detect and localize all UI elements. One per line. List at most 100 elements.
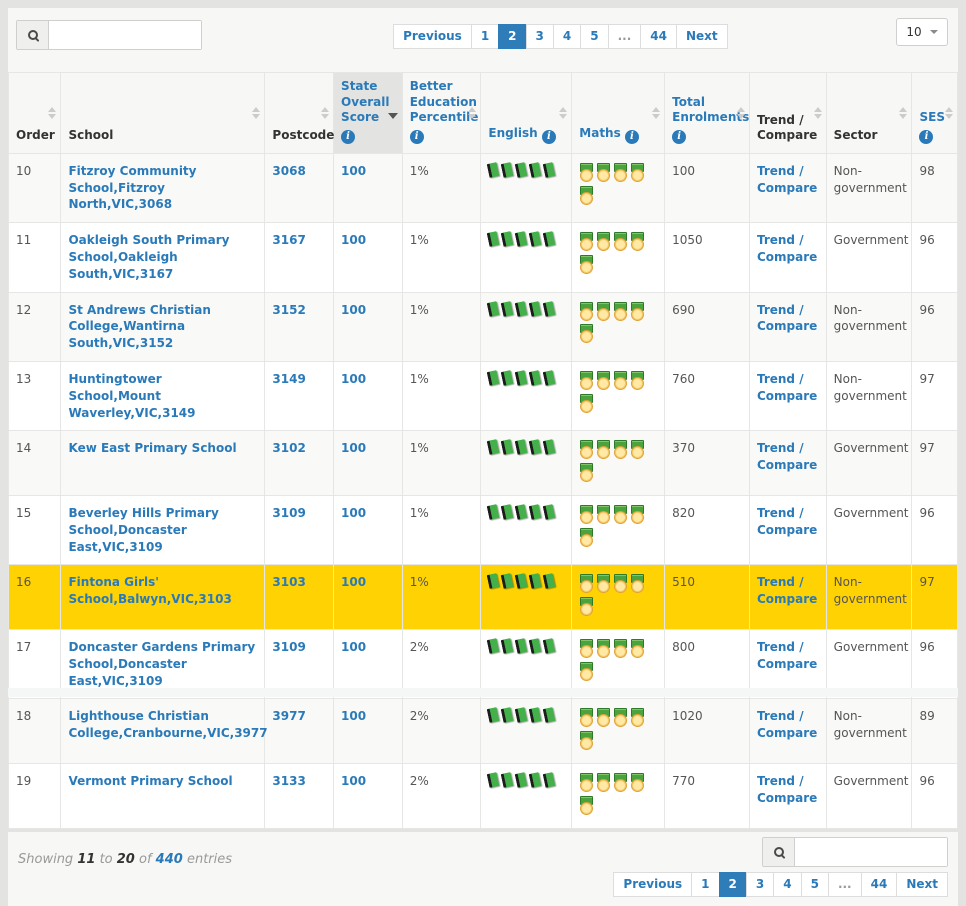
book-icon	[529, 370, 542, 386]
postcode-link[interactable]: 3109	[272, 640, 305, 654]
school-link[interactable]: Doncaster Gardens Primary School,Doncast…	[68, 640, 255, 688]
info-icon[interactable]: i	[542, 130, 556, 144]
score-link[interactable]: 100	[341, 640, 366, 654]
column-header-english[interactable]: English i	[481, 73, 572, 154]
school-link[interactable]: Beverley Hills Primary School,Doncaster …	[68, 506, 218, 554]
school-link[interactable]: St Andrews Christian College,Wantirna So…	[68, 303, 210, 351]
sector-cell: Non-government	[826, 292, 912, 361]
score-link[interactable]: 100	[341, 372, 366, 386]
page-button-[interactable]: ...	[828, 872, 862, 897]
school-link[interactable]: Oakleigh South Primary School,Oakleigh S…	[68, 233, 229, 281]
page-size-select[interactable]: 10	[896, 18, 948, 46]
score-link[interactable]: 100	[341, 774, 366, 788]
column-header-trend-compare[interactable]: Trend / Compare	[749, 73, 826, 154]
column-header-order[interactable]: Order	[9, 73, 61, 154]
sort-icon[interactable]	[252, 107, 260, 119]
postcode-link[interactable]: 3109	[272, 506, 305, 520]
page-button-44[interactable]: 44	[640, 24, 677, 49]
school-link[interactable]: Huntingtower School,Mount Waverley,VIC,3…	[68, 372, 195, 420]
column-header-state-overall-score[interactable]: State Overall Scorei	[334, 73, 403, 154]
page-button-next[interactable]: Next	[676, 24, 728, 49]
score-link[interactable]: 100	[341, 441, 366, 455]
page-button-44[interactable]: 44	[861, 872, 898, 897]
column-header-ses[interactable]: SESi	[912, 73, 958, 154]
school-ranking-table-widget: 10 Previous12345...44Next OrderSchoolPos…	[8, 8, 958, 906]
trend-compare-link[interactable]: Trend / Compare	[757, 709, 817, 740]
sort-icon[interactable]	[814, 107, 822, 119]
info-icon[interactable]: i	[341, 130, 355, 144]
column-header-maths[interactable]: Maths i	[572, 73, 665, 154]
sort-icon[interactable]	[321, 107, 329, 119]
score-link[interactable]: 100	[341, 233, 366, 247]
trend-compare-link[interactable]: Trend / Compare	[757, 774, 817, 805]
trend-compare-link[interactable]: Trend / Compare	[757, 506, 817, 537]
page-button-previous[interactable]: Previous	[393, 24, 472, 49]
page-button-2[interactable]: 2	[498, 24, 526, 49]
info-icon[interactable]: i	[919, 130, 933, 144]
page-button-1[interactable]: 1	[471, 24, 499, 49]
info-icon[interactable]: i	[672, 130, 686, 144]
column-header-sector[interactable]: Sector	[826, 73, 912, 154]
trend-compare-link[interactable]: Trend / Compare	[757, 164, 817, 195]
postcode-link[interactable]: 3167	[272, 233, 305, 247]
page-button-3[interactable]: 3	[746, 872, 774, 897]
sort-icon[interactable]	[559, 107, 567, 119]
score-link[interactable]: 100	[341, 303, 366, 317]
sort-icon[interactable]	[48, 107, 56, 119]
book-icon	[487, 772, 500, 788]
sector-cell: Government	[826, 495, 912, 564]
bottom-search-input[interactable]	[795, 838, 947, 866]
column-header-better-education-percentile[interactable]: Better Education Percentilei	[402, 73, 481, 154]
page-button-4[interactable]: 4	[553, 24, 581, 49]
page-button-3[interactable]: 3	[526, 24, 554, 49]
score-link[interactable]: 100	[341, 709, 366, 723]
info-icon[interactable]: i	[625, 130, 639, 144]
page-button-1[interactable]: 1	[691, 872, 719, 897]
school-link[interactable]: Lighthouse Christian College,Cranbourne,…	[68, 709, 267, 740]
maths-rating-cell	[572, 763, 665, 828]
page-button-[interactable]: ...	[608, 24, 642, 49]
sort-icon[interactable]	[899, 107, 907, 119]
postcode-link[interactable]: 3977	[272, 709, 305, 723]
postcode-link[interactable]: 3102	[272, 441, 305, 455]
school-link[interactable]: Kew East Primary School	[68, 441, 236, 455]
sort-icon[interactable]	[468, 107, 476, 119]
column-header-postcode[interactable]: Postcode	[265, 73, 334, 154]
score-link[interactable]: 100	[341, 164, 366, 178]
page-button-5[interactable]: 5	[580, 24, 608, 49]
postcode-link[interactable]: 3068	[272, 164, 305, 178]
trend-compare-link[interactable]: Trend / Compare	[757, 372, 817, 403]
info-icon[interactable]: i	[410, 130, 424, 144]
medal-icon	[579, 639, 592, 657]
trend-compare-link[interactable]: Trend / Compare	[757, 575, 817, 606]
search-input[interactable]	[49, 21, 201, 49]
page-button-4[interactable]: 4	[773, 872, 801, 897]
sort-desc-icon[interactable]	[388, 113, 398, 119]
school-link[interactable]: Fintona Girls' School,Balwyn,VIC,3103	[68, 575, 231, 606]
score-link[interactable]: 100	[341, 506, 366, 520]
trend-compare-link[interactable]: Trend / Compare	[757, 441, 817, 472]
medal-icon	[579, 574, 592, 592]
sort-icon[interactable]	[945, 107, 953, 119]
school-link[interactable]: Vermont Primary School	[68, 774, 232, 788]
book-icon	[501, 772, 514, 788]
book-icon	[543, 301, 556, 317]
trend-compare-link[interactable]: Trend / Compare	[757, 640, 817, 671]
trend-compare-link[interactable]: Trend / Compare	[757, 303, 817, 334]
school-link[interactable]: Fitzroy Community School,Fitzroy North,V…	[68, 164, 196, 212]
page-button-next[interactable]: Next	[896, 872, 948, 897]
postcode-link[interactable]: 3133	[272, 774, 305, 788]
postcode-link[interactable]: 3149	[272, 372, 305, 386]
postcode-link[interactable]: 3152	[272, 303, 305, 317]
order-cell: 13	[9, 361, 61, 430]
column-header-total-enrolments[interactable]: Total Enrolmentsi	[665, 73, 750, 154]
trend-compare-link[interactable]: Trend / Compare	[757, 233, 817, 264]
postcode-link[interactable]: 3103	[272, 575, 305, 589]
sort-icon[interactable]	[652, 107, 660, 119]
sort-icon[interactable]	[737, 107, 745, 119]
page-button-previous[interactable]: Previous	[613, 872, 692, 897]
column-header-school[interactable]: School	[61, 73, 265, 154]
page-button-5[interactable]: 5	[801, 872, 829, 897]
score-link[interactable]: 100	[341, 575, 366, 589]
page-button-2[interactable]: 2	[719, 872, 747, 897]
